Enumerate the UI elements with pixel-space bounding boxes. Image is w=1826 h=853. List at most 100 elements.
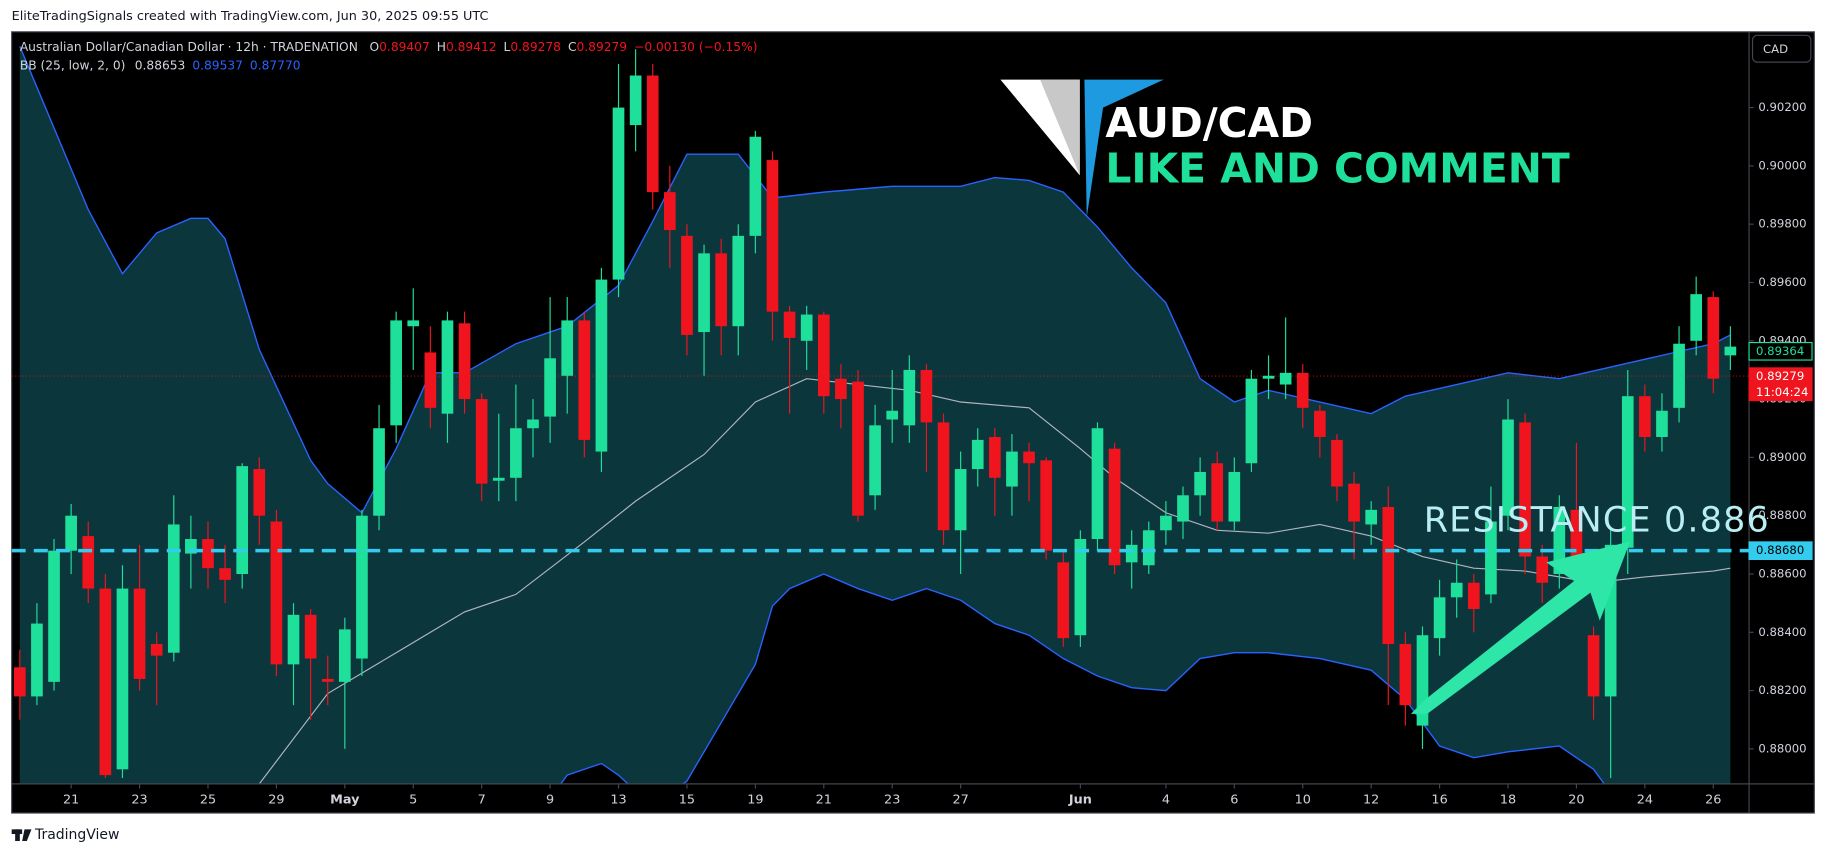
ohlc-key: C xyxy=(568,39,577,53)
candle-body xyxy=(338,629,351,682)
candle-body xyxy=(1160,515,1172,531)
candle-body xyxy=(116,588,129,770)
candle-body xyxy=(835,378,847,400)
annotation-cta: LIKE AND COMMENT xyxy=(1105,145,1569,193)
y-tick-label: 0.88800 xyxy=(1758,508,1806,522)
candle-body xyxy=(681,235,693,335)
currency-button[interactable] xyxy=(1751,34,1812,63)
x-tick-label: 25 xyxy=(200,793,216,808)
candle-body xyxy=(749,136,762,236)
candle-body xyxy=(1177,495,1189,522)
currency-label: CAD xyxy=(1763,42,1788,56)
candle-body xyxy=(441,320,454,414)
candle-body xyxy=(321,678,334,682)
candle-body xyxy=(698,253,710,333)
bb-upper-line xyxy=(19,46,1731,514)
candle-body xyxy=(1587,635,1600,697)
candle-body xyxy=(869,425,881,496)
candle-body xyxy=(1485,521,1497,595)
candle-body xyxy=(1194,471,1206,496)
annotation-symbol: AUD/CAD xyxy=(1105,99,1313,147)
candle-body xyxy=(1365,509,1377,525)
candle-body xyxy=(458,323,471,400)
price-countdown: 11:04:24 xyxy=(1756,385,1808,399)
candle-body xyxy=(1536,556,1549,583)
candle-body xyxy=(612,107,625,280)
candle-body xyxy=(1296,372,1309,408)
candle-body xyxy=(1382,506,1395,644)
candle-body xyxy=(1707,297,1720,379)
candle-body xyxy=(629,75,642,126)
candle-body xyxy=(1467,582,1480,609)
candle-body xyxy=(219,568,231,580)
x-tick-label: 21 xyxy=(816,793,832,808)
candle-body xyxy=(236,466,249,575)
candle-body xyxy=(886,410,899,420)
price-label: 0.88680 xyxy=(1756,543,1804,557)
price-label-box xyxy=(1748,367,1813,402)
candle-body xyxy=(1399,643,1412,706)
candle-body xyxy=(937,422,950,531)
candle-body xyxy=(954,469,967,531)
ohlc-value: 0.89407 xyxy=(379,39,430,53)
candle-body xyxy=(373,428,385,516)
candle-body xyxy=(202,539,214,569)
x-tick-label: 29 xyxy=(268,793,284,808)
x-tick-label: 19 xyxy=(747,793,763,808)
candle-body xyxy=(31,623,43,697)
brand-name: TradingView xyxy=(34,827,119,843)
indicator-value: 0.88653 xyxy=(135,58,186,72)
candle-body xyxy=(1690,294,1703,341)
candle-body xyxy=(1006,451,1018,487)
legend-line: Australian Dollar/Canadian Dollar · 12h … xyxy=(20,39,758,53)
logo-blue xyxy=(1084,79,1164,218)
x-tick-label: 16 xyxy=(1431,793,1447,808)
candle-body xyxy=(390,320,402,426)
ohlc-key: O xyxy=(370,39,380,53)
candle-body xyxy=(1553,506,1566,575)
candle-body xyxy=(304,614,317,659)
candle-body xyxy=(903,369,916,426)
branding: TradingView xyxy=(11,827,119,843)
candle-body xyxy=(664,192,676,231)
annotation-resistance: RESISTANCE 0.886 xyxy=(1424,501,1770,541)
candle-body xyxy=(287,614,300,665)
ohlc-value: 0.89279 xyxy=(577,39,628,53)
candle-body xyxy=(1091,428,1104,540)
candle-body xyxy=(270,521,283,665)
x-tick-label: 9 xyxy=(546,793,554,808)
x-tick-label: 24 xyxy=(1637,793,1653,808)
price-label: 0.89279 xyxy=(1756,369,1804,383)
ohlc-value: 0.89412 xyxy=(446,39,497,53)
y-tick-label: 0.88400 xyxy=(1758,625,1806,639)
candle-body xyxy=(544,358,556,417)
x-tick-label: 23 xyxy=(131,793,147,808)
x-tick-label: 6 xyxy=(1230,793,1238,808)
candle-body xyxy=(1108,448,1121,566)
candle-body xyxy=(578,320,591,440)
plot-area xyxy=(11,46,1750,784)
candle-body xyxy=(253,469,266,516)
candle-body xyxy=(356,515,368,659)
candle-body xyxy=(1331,439,1343,487)
candle-body xyxy=(920,369,933,423)
x-tick-label: 26 xyxy=(1705,793,1721,808)
candle-body xyxy=(99,588,112,776)
trend-arrow xyxy=(1410,541,1631,714)
candle-body xyxy=(852,381,864,516)
symbol-title: Australian Dollar/Canadian Dollar · 12h … xyxy=(20,39,358,53)
candle-body xyxy=(492,477,505,481)
candle-body xyxy=(65,515,77,551)
candle-body xyxy=(1673,343,1685,408)
x-tick-label: 5 xyxy=(409,793,417,808)
x-tick-label: 20 xyxy=(1568,793,1584,808)
x-tick-label: 27 xyxy=(952,793,968,808)
candle-body xyxy=(407,320,420,327)
candle-body xyxy=(732,235,745,327)
y-tick-label: 0.90000 xyxy=(1758,158,1806,172)
bb-lower-line xyxy=(559,573,1606,784)
price-label: 0.89364 xyxy=(1756,344,1804,358)
candle-body xyxy=(82,536,95,589)
